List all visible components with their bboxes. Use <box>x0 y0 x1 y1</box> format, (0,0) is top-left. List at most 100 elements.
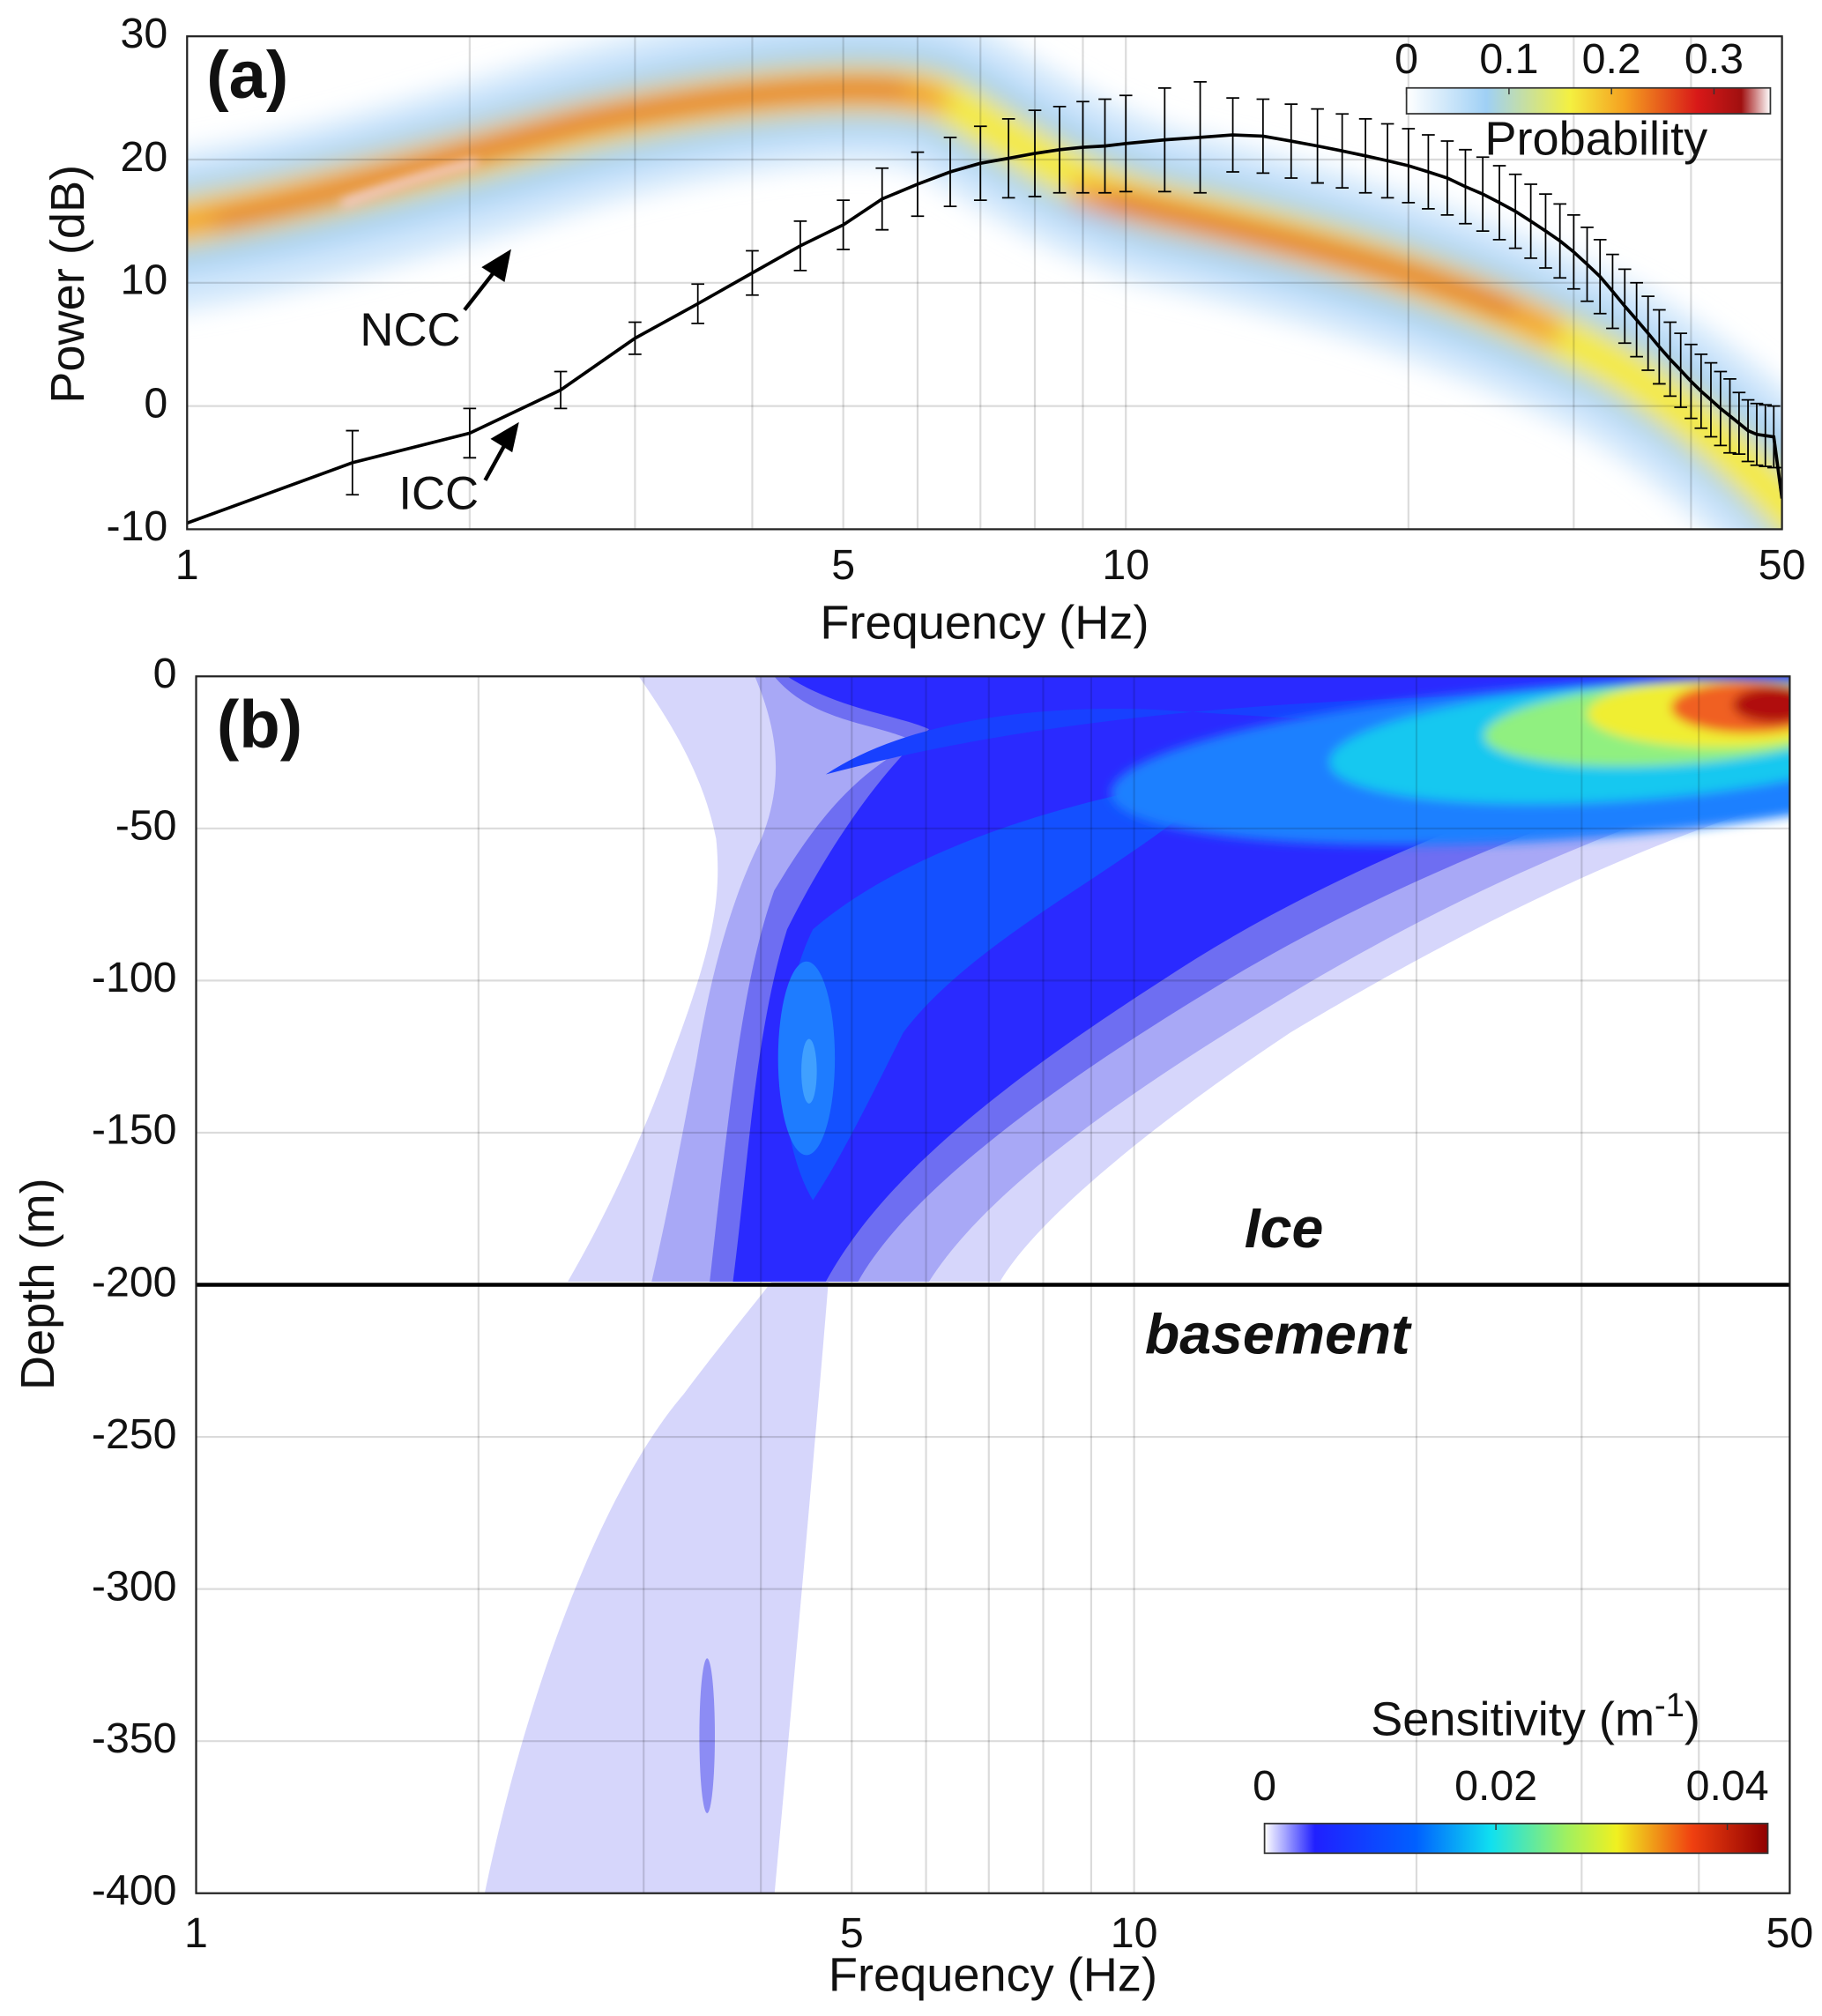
error-bar <box>1402 128 1416 204</box>
error-bar <box>943 136 957 208</box>
heatmap <box>187 36 1782 530</box>
error-bar <box>1714 370 1728 447</box>
colorbar-label-part: Sensitivity (m <box>1371 1693 1655 1746</box>
annotation: NCC <box>360 304 460 356</box>
colorbar-label-part: ) <box>1684 1693 1700 1746</box>
colorbar-tick-label: 0.1 <box>1479 35 1538 83</box>
y-tick-label: -50 <box>115 802 177 850</box>
y-tick-label: 20 <box>121 133 168 181</box>
error-bar <box>1335 113 1349 190</box>
colorbar-tick-label: 0.3 <box>1684 35 1744 83</box>
y-tick-label: -200 <box>92 1258 177 1306</box>
x-tick-label: 10 <box>1111 1909 1158 1957</box>
colorbar-tick-label: 0 <box>1394 35 1418 83</box>
x-tick-label: 50 <box>1766 1909 1814 1957</box>
x-axis-label: Frequency (Hz) <box>829 1949 1157 2002</box>
error-bar <box>875 167 889 231</box>
x-axis-label: Frequency (Hz) <box>820 597 1149 650</box>
colorbar-tick-label: 0.2 <box>1582 35 1641 83</box>
error-bar <box>1422 134 1435 210</box>
y-tick-label: -250 <box>92 1410 177 1458</box>
error-bar <box>1775 466 1782 530</box>
panel-label: (b) <box>217 687 302 762</box>
error-bar <box>554 370 568 410</box>
error-bar <box>1524 183 1537 259</box>
error-bar <box>1226 97 1239 173</box>
error-bar <box>1674 332 1688 408</box>
y-tick-label: -300 <box>92 1562 177 1610</box>
error-bar <box>1741 398 1755 463</box>
error-bar <box>1098 98 1112 194</box>
plot-frame <box>195 675 1791 1894</box>
y-tick-label: -10 <box>106 502 167 550</box>
error-bar <box>1580 227 1594 302</box>
error-bar <box>1732 391 1746 456</box>
y-tick-label: -100 <box>92 954 177 1001</box>
error-bar <box>691 283 704 324</box>
x-tick-label: 1 <box>175 541 199 589</box>
error-bar <box>1653 309 1666 385</box>
y-axis-label: Depth (m) <box>11 1178 64 1390</box>
annotation: ICC <box>398 468 479 520</box>
x-tick-label: 5 <box>840 1909 864 1957</box>
error-bar <box>1684 343 1698 420</box>
y-tick-label: -150 <box>92 1106 177 1154</box>
contours <box>484 676 1790 1893</box>
y-tick-label: 30 <box>121 10 168 57</box>
error-bar <box>1256 98 1270 175</box>
error-bar <box>1194 81 1207 194</box>
error-bar <box>1476 156 1490 232</box>
y-tick-label: -350 <box>92 1715 177 1762</box>
error-bar <box>1052 106 1067 194</box>
error-bar <box>1694 353 1708 429</box>
colorbar-label: Sensitivity (m-1) <box>1371 1687 1700 1746</box>
error-bar <box>1311 108 1324 184</box>
error-bar <box>911 151 925 218</box>
colorbar-label: Probability <box>1484 113 1707 166</box>
x-tick-label: 50 <box>1759 541 1806 589</box>
error-bar <box>1663 321 1677 398</box>
error-bar <box>793 220 807 272</box>
colorbar <box>1405 86 1772 115</box>
error-bar <box>746 249 759 296</box>
error-bar <box>1704 361 1718 438</box>
colorbar-tick-label: 0.04 <box>1686 1762 1769 1810</box>
x-tick-label: 10 <box>1102 541 1149 589</box>
error-bar <box>1750 402 1764 466</box>
y-tick-label: 0 <box>144 379 167 427</box>
error-bar <box>1157 87 1171 193</box>
error-bar <box>463 407 477 459</box>
error-bar <box>1593 238 1607 315</box>
y-tick-label: 0 <box>153 650 177 697</box>
x-tick-label: 1 <box>184 1909 208 1957</box>
error-bar <box>1119 94 1133 193</box>
error-bar <box>1759 404 1773 467</box>
error-bar <box>1284 103 1298 179</box>
y-tick-label: 10 <box>121 257 168 304</box>
error-bar <box>1606 253 1619 330</box>
error-bar <box>1553 203 1566 279</box>
error-bar <box>1028 109 1042 197</box>
error-bar <box>1358 117 1372 194</box>
error-bar <box>1539 193 1552 269</box>
error-bar <box>1567 214 1580 290</box>
icc-series <box>187 81 1782 530</box>
y-tick-label: -400 <box>92 1866 177 1914</box>
error-bar <box>1001 117 1015 199</box>
error-bar <box>973 125 987 202</box>
colorbar-tick-label: 0.02 <box>1454 1762 1537 1810</box>
y-axis-label: Power (dB) <box>41 165 94 404</box>
error-bar <box>1440 140 1454 216</box>
plot-frame <box>186 35 1783 531</box>
colorbar <box>1263 1822 1769 1855</box>
error-bar <box>1380 123 1394 199</box>
x-tick-label: 5 <box>831 541 855 589</box>
error-bar <box>346 429 360 496</box>
colorbar-tick-label: 0 <box>1253 1762 1276 1810</box>
error-bar <box>1076 100 1089 194</box>
error-bar <box>1508 173 1522 249</box>
error-bar <box>628 321 642 355</box>
annotation-arrows <box>463 249 519 481</box>
